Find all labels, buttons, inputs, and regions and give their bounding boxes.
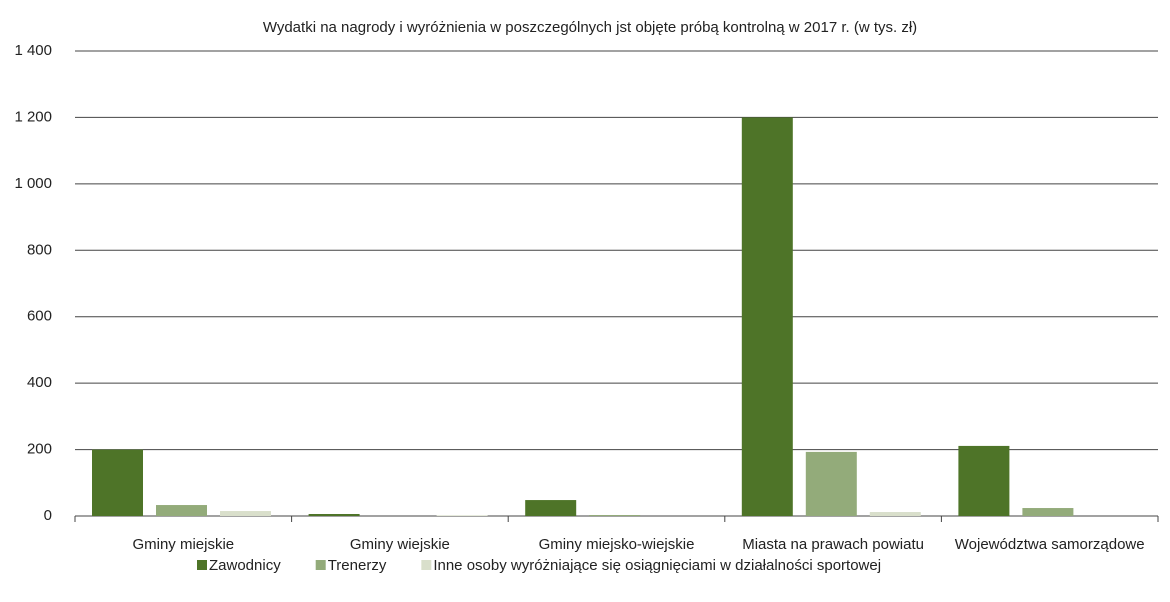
y-tick-label: 1 200 bbox=[14, 108, 52, 125]
bar bbox=[525, 500, 577, 516]
y-tick-label: 400 bbox=[27, 374, 52, 391]
bar bbox=[589, 515, 641, 516]
legend-label: Inne osoby wyróżniające się osiągnięciam… bbox=[433, 557, 881, 574]
bar bbox=[220, 511, 271, 516]
bar bbox=[869, 512, 921, 516]
bar bbox=[436, 515, 488, 516]
legend-swatch bbox=[197, 560, 207, 570]
legend-swatch bbox=[421, 560, 432, 570]
x-tick-label: Województwa samorządowe bbox=[955, 536, 1145, 553]
bar bbox=[1022, 508, 1074, 516]
chart-title: Wydatki na nagrody i wyróżnienia w poszc… bbox=[263, 19, 917, 36]
bar bbox=[92, 449, 143, 516]
bar bbox=[156, 505, 207, 516]
legend-swatch bbox=[315, 560, 326, 570]
bar bbox=[741, 117, 793, 516]
y-tick-label: 1 000 bbox=[14, 175, 52, 192]
y-tick-label: 800 bbox=[27, 241, 52, 258]
x-tick-label: Gminy miejskie bbox=[132, 536, 234, 553]
y-tick-label: 600 bbox=[27, 308, 52, 325]
legend-label: Zawodnicy bbox=[209, 557, 281, 574]
bar bbox=[308, 514, 360, 516]
y-tick-label: 1 400 bbox=[14, 42, 52, 59]
x-tick-label: Miasta na prawach powiatu bbox=[742, 536, 924, 553]
legend-label: Trenerzy bbox=[328, 557, 387, 574]
x-tick-label: Gminy miejsko-wiejskie bbox=[539, 536, 695, 553]
bar bbox=[805, 451, 857, 516]
bar bbox=[958, 445, 1010, 516]
y-tick-label: 200 bbox=[27, 441, 52, 458]
x-tick-label: Gminy wiejskie bbox=[350, 536, 450, 553]
y-tick-label: 0 bbox=[44, 507, 52, 524]
